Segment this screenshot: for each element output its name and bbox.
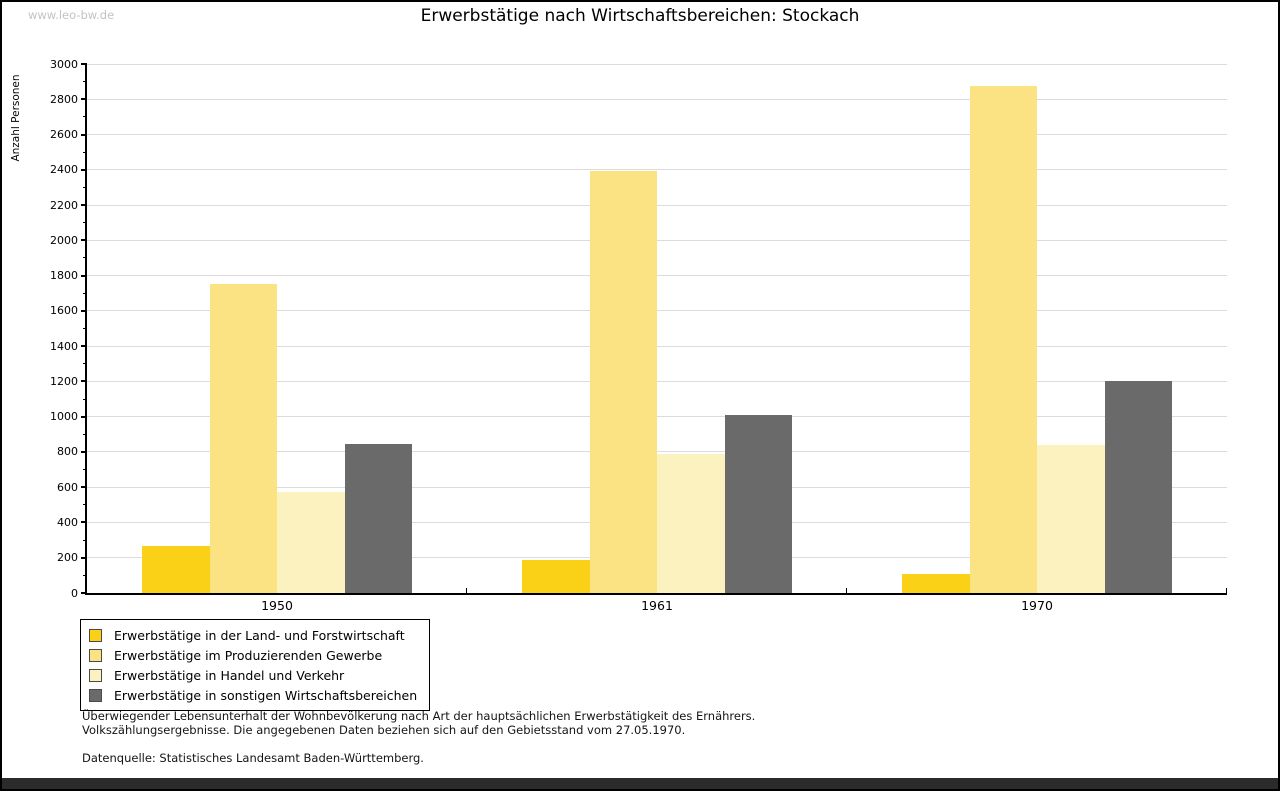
bar-1961-series-3 xyxy=(724,414,792,593)
x-tick-label: 1950 xyxy=(261,598,293,613)
bar-1970-series-2 xyxy=(1037,444,1105,593)
y-major-tick xyxy=(81,63,87,65)
legend-item-1: Erwerbstätige im Produzierenden Gewerbe xyxy=(89,645,417,665)
y-tick-label: 2400 xyxy=(50,163,78,177)
x-tick-label: 1961 xyxy=(641,598,673,613)
y-tick-label: 600 xyxy=(57,480,78,494)
data-source: Datenquelle: Statistisches Landesamt Bad… xyxy=(82,751,424,765)
y-major-tick xyxy=(81,274,87,277)
bar-1970-series-3 xyxy=(1104,380,1172,593)
y-gridline xyxy=(87,204,1227,206)
site-watermark: www.leo-bw.de xyxy=(28,8,115,22)
y-major-tick xyxy=(81,133,87,136)
y-major-tick xyxy=(81,345,87,348)
y-tick-label: 1000 xyxy=(50,410,78,424)
footnote-line-2: Volkszählungsergebnisse. Die angegebenen… xyxy=(82,723,686,737)
y-gridline xyxy=(87,345,1227,347)
y-gridline xyxy=(87,169,1227,171)
y-major-tick xyxy=(81,98,87,101)
y-gridline xyxy=(87,380,1227,382)
y-gridline xyxy=(87,63,1227,65)
y-tick-label: 400 xyxy=(57,515,78,529)
y-major-tick xyxy=(81,309,87,312)
window-bottom-bar xyxy=(2,778,1278,789)
chart-title: Erwerbstätige nach Wirtschaftsbereichen:… xyxy=(420,6,860,26)
chart-footnote: Überwiegender Lebensunterhalt der Wohnbe… xyxy=(82,709,755,737)
x-axis-line xyxy=(85,593,1227,595)
y-gridline xyxy=(87,310,1227,312)
legend-label: Erwerbstätige in der Land- und Forstwirt… xyxy=(114,627,405,643)
y-tick-label: 0 xyxy=(71,586,78,600)
y-tick-label: 1800 xyxy=(50,269,78,283)
bar-1950-series-1 xyxy=(209,283,277,593)
y-tick-label: 1200 xyxy=(50,374,78,388)
y-tick-label: 1600 xyxy=(50,304,78,318)
x-boundary-tick xyxy=(1226,588,1227,593)
chart-legend: Erwerbstätige in der Land- und Forstwirt… xyxy=(80,619,431,711)
y-major-tick xyxy=(81,556,87,559)
bar-1970-series-0 xyxy=(902,573,970,593)
y-gridline xyxy=(87,451,1227,453)
bar-1950-series-0 xyxy=(142,546,210,593)
bar-1961-series-1 xyxy=(589,170,657,593)
legend-item-0: Erwerbstätige in der Land- und Forstwirt… xyxy=(89,625,417,645)
y-gridline xyxy=(87,416,1227,418)
legend-label: Erwerbstätige in sonstigen Wirtschaftsbe… xyxy=(114,687,418,703)
y-axis-line xyxy=(85,64,87,595)
y-tick-label: 1400 xyxy=(50,339,78,353)
y-tick-label: 2200 xyxy=(50,198,78,212)
y-major-tick xyxy=(81,168,87,171)
legend-swatch-icon xyxy=(89,688,102,702)
y-tick-label: 3000 xyxy=(50,57,78,71)
bar-1950-series-2 xyxy=(277,491,345,593)
legend-label: Erwerbstätige im Produzierenden Gewerbe xyxy=(114,647,383,663)
y-gridline xyxy=(87,239,1227,241)
x-boundary-tick xyxy=(466,588,467,593)
y-gridline xyxy=(87,275,1227,277)
y-tick-label: 200 xyxy=(57,551,78,565)
bar-1970-series-1 xyxy=(969,86,1037,593)
legend-swatch-icon xyxy=(89,668,102,682)
x-boundary-tick xyxy=(846,588,847,593)
x-tick-label: 1970 xyxy=(1021,598,1053,613)
y-major-tick xyxy=(81,592,87,594)
y-tick-label: 2600 xyxy=(50,128,78,142)
y-major-tick xyxy=(81,239,87,242)
legend-swatch-icon xyxy=(89,628,102,642)
bar-1961-series-2 xyxy=(657,453,725,593)
legend-item-3: Erwerbstätige in sonstigen Wirtschaftsbe… xyxy=(89,685,417,705)
y-gridline xyxy=(87,98,1227,100)
y-major-tick xyxy=(81,486,87,489)
y-major-tick xyxy=(81,415,87,418)
bar-1950-series-3 xyxy=(344,443,412,593)
y-gridline xyxy=(87,134,1227,136)
y-tick-label: 800 xyxy=(57,445,78,459)
y-major-tick xyxy=(81,204,87,207)
legend-swatch-icon xyxy=(89,648,102,662)
y-tick-label: 2000 xyxy=(50,233,78,247)
footnote-line-1: Überwiegender Lebensunterhalt der Wohnbe… xyxy=(82,709,756,723)
y-major-tick xyxy=(81,521,87,524)
legend-label: Erwerbstätige in Handel und Verkehr xyxy=(114,667,345,683)
y-major-tick xyxy=(81,380,87,383)
legend-item-2: Erwerbstätige in Handel und Verkehr xyxy=(89,665,417,685)
y-major-tick xyxy=(81,450,87,453)
y-tick-label: 2800 xyxy=(50,92,78,106)
bar-1961-series-0 xyxy=(522,560,590,593)
